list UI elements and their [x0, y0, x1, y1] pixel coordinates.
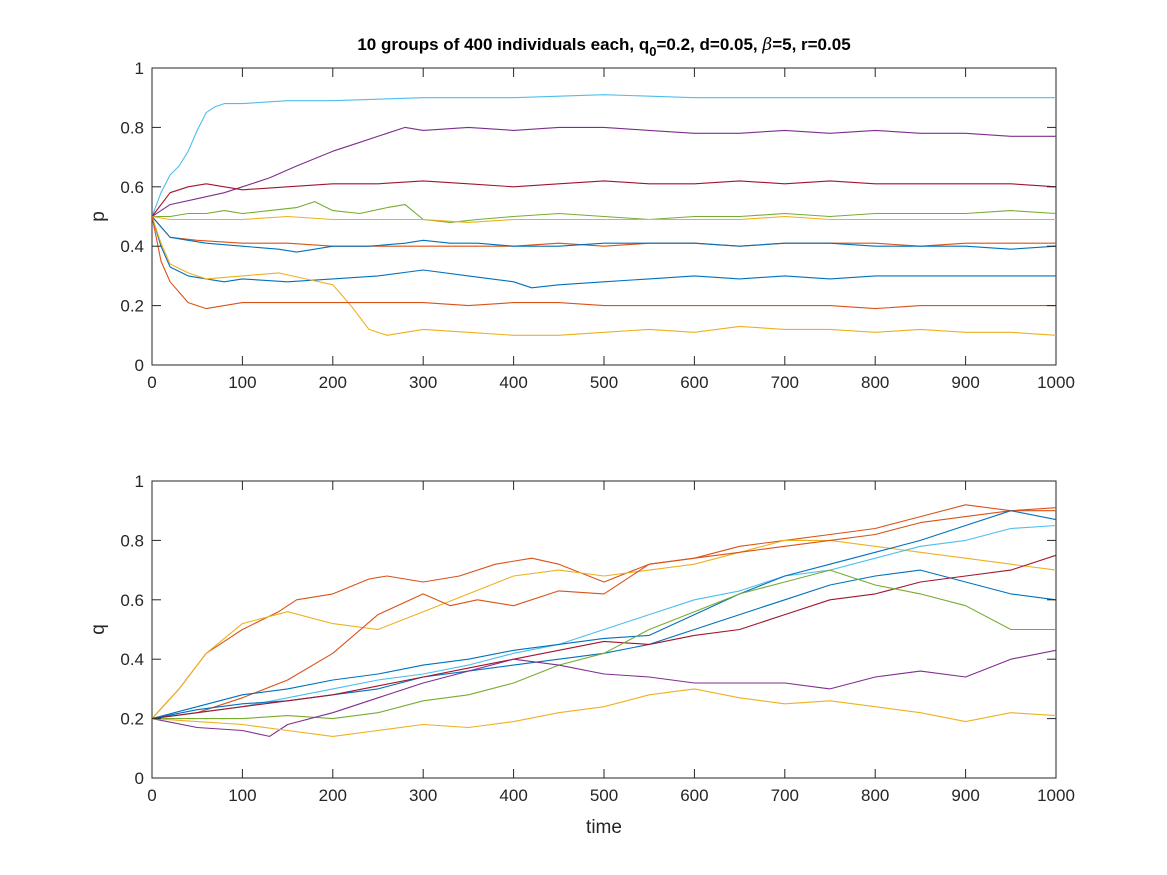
y-tick-label: 0.2	[120, 710, 144, 729]
x-tick-label: 200	[319, 786, 347, 805]
x-tick-label: 700	[771, 373, 799, 392]
y-axis-label: q	[88, 624, 109, 635]
y-tick-label: 0.8	[120, 118, 144, 137]
x-tick-label: 0	[147, 373, 156, 392]
y-tick-label: 0.8	[120, 531, 144, 550]
x-tick-label: 1000	[1037, 373, 1075, 392]
y-tick-label: 0.4	[120, 650, 144, 669]
x-tick-label: 800	[861, 786, 889, 805]
y-tick-label: 0.6	[120, 591, 144, 610]
x-tick-label: 300	[409, 786, 437, 805]
y-tick-label: 0.4	[120, 237, 144, 256]
x-tick-label: 500	[590, 373, 618, 392]
x-tick-label: 600	[680, 786, 708, 805]
x-tick-label: 100	[228, 373, 256, 392]
x-tick-label: 200	[319, 373, 347, 392]
y-tick-label: 0	[135, 356, 144, 375]
x-tick-label: 100	[228, 786, 256, 805]
y-tick-label: 1	[135, 59, 144, 78]
y-tick-label: 0.2	[120, 297, 144, 316]
x-tick-label: 800	[861, 373, 889, 392]
x-tick-label: 0	[147, 786, 156, 805]
x-tick-label: 700	[771, 786, 799, 805]
x-axis-label: time	[586, 817, 622, 838]
bottom-axes-q: 0 100 200 300 400 500 600 700 800 900 1000 0 0.2 0.4 0…	[88, 472, 1075, 838]
x-tick-label: 400	[499, 373, 527, 392]
x-tick-label: 500	[590, 786, 618, 805]
x-tick-label: 300	[409, 373, 437, 392]
y-tick-label: 1	[135, 472, 144, 491]
y-axis-label: p	[88, 211, 109, 222]
top-axes-p: 0 100 200 300 400 500 600 700 800 900 1000 0 0.2 0.4 0…	[88, 59, 1075, 392]
figure-title: 10 groups of 400 individuals each, q0=0.…	[357, 35, 850, 59]
y-tick-label: 0.6	[120, 178, 144, 197]
x-tick-label: 900	[951, 786, 979, 805]
x-tick-label: 900	[951, 373, 979, 392]
x-tick-label: 400	[499, 786, 527, 805]
x-tick-label: 600	[680, 373, 708, 392]
x-tick-label: 1000	[1037, 786, 1075, 805]
y-tick-label: 0	[135, 769, 144, 788]
